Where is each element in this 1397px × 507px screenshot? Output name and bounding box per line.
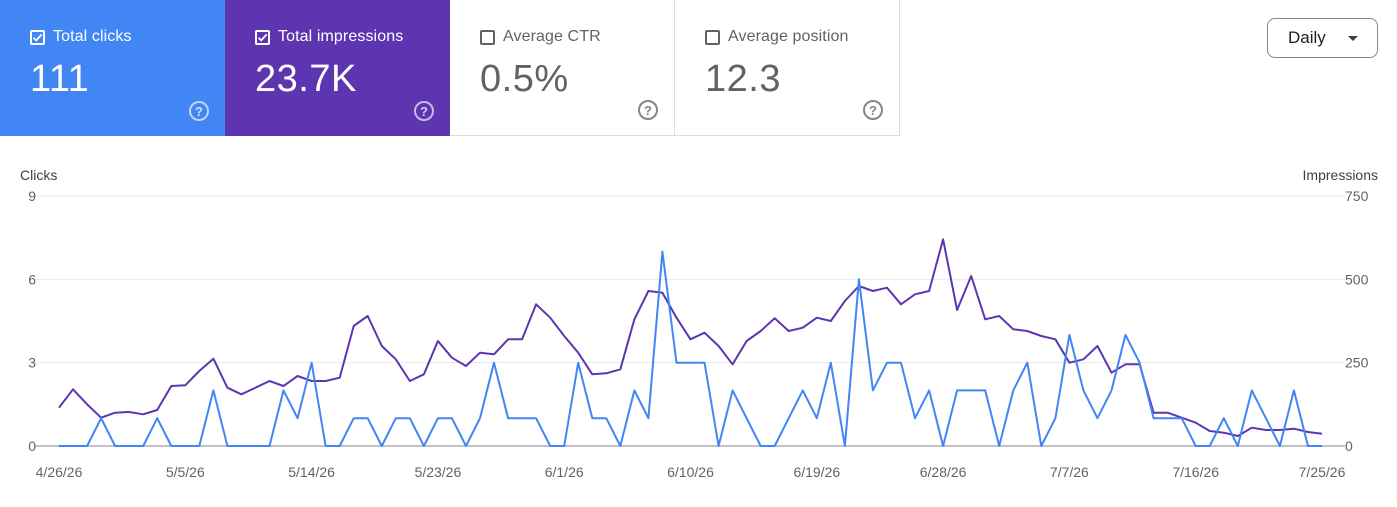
average-position-card[interactable]: Average position 12.3 ? xyxy=(675,0,900,136)
checkmark-icon xyxy=(32,33,43,42)
metric-cards: Total clicks 111 ? Total impressions 23.… xyxy=(0,0,900,136)
right-tick-label: 0 xyxy=(1345,438,1353,454)
period-dropdown[interactable]: Daily xyxy=(1267,18,1378,58)
caret-down-icon xyxy=(1347,35,1358,41)
total-clicks-header: Total clicks xyxy=(30,28,132,46)
total-impressions-checkbox[interactable] xyxy=(255,29,270,45)
help-icon[interactable]: ? xyxy=(863,100,883,120)
average-position-label: Average position xyxy=(728,28,849,45)
right-tick-label: 250 xyxy=(1345,355,1369,371)
average-position-value: 12.3 xyxy=(705,58,781,100)
right-axis-title: Impressions xyxy=(1302,167,1378,183)
left-tick-label: 9 xyxy=(28,188,36,204)
total-impressions-header: Total impressions xyxy=(255,28,403,46)
average-ctr-checkbox[interactable] xyxy=(480,29,495,45)
clicks-series-line xyxy=(59,250,1322,447)
average-position-checkbox[interactable] xyxy=(705,29,720,45)
total-clicks-checkbox[interactable] xyxy=(30,29,45,45)
left-tick-label: 3 xyxy=(28,355,36,371)
help-icon[interactable]: ? xyxy=(638,100,658,120)
right-tick-label: 750 xyxy=(1345,188,1369,204)
x-tick-label: 5/23/26 xyxy=(415,464,462,480)
x-tick-label: 7/7/26 xyxy=(1050,464,1089,480)
x-tick-label: 6/19/26 xyxy=(793,464,840,480)
average-position-header: Average position xyxy=(705,28,849,46)
help-icon[interactable]: ? xyxy=(414,101,434,121)
impressions-series-line xyxy=(58,238,1323,437)
x-tick-label: 4/26/26 xyxy=(36,464,83,480)
right-tick-label: 500 xyxy=(1345,271,1369,287)
x-tick-label: 5/5/26 xyxy=(166,464,205,480)
average-ctr-card[interactable]: Average CTR 0.5% ? xyxy=(450,0,675,136)
total-clicks-label: Total clicks xyxy=(53,28,132,45)
x-tick-label: 6/28/26 xyxy=(920,464,967,480)
total-impressions-label: Total impressions xyxy=(278,28,404,45)
x-tick-label: 7/16/26 xyxy=(1172,464,1219,480)
total-clicks-value: 111 xyxy=(30,58,90,100)
checkmark-icon xyxy=(257,33,268,42)
total-impressions-value: 23.7K xyxy=(255,58,357,100)
period-dropdown-label: Daily xyxy=(1288,28,1326,47)
left-axis-title: Clicks xyxy=(20,167,58,183)
help-icon[interactable]: ? xyxy=(189,101,209,121)
average-ctr-label: Average CTR xyxy=(503,28,601,45)
left-tick-label: 6 xyxy=(28,271,36,287)
average-ctr-header: Average CTR xyxy=(480,28,601,46)
average-ctr-value: 0.5% xyxy=(480,58,569,100)
x-tick-label: 5/14/26 xyxy=(288,464,335,480)
total-impressions-card[interactable]: Total impressions 23.7K ? xyxy=(225,0,450,136)
total-clicks-card[interactable]: Total clicks 111 ? xyxy=(0,0,225,136)
x-tick-label: 7/25/26 xyxy=(1299,464,1346,480)
x-tick-label: 6/1/26 xyxy=(545,464,584,480)
x-tick-label: 6/10/26 xyxy=(667,464,714,480)
left-tick-label: 0 xyxy=(28,438,36,454)
